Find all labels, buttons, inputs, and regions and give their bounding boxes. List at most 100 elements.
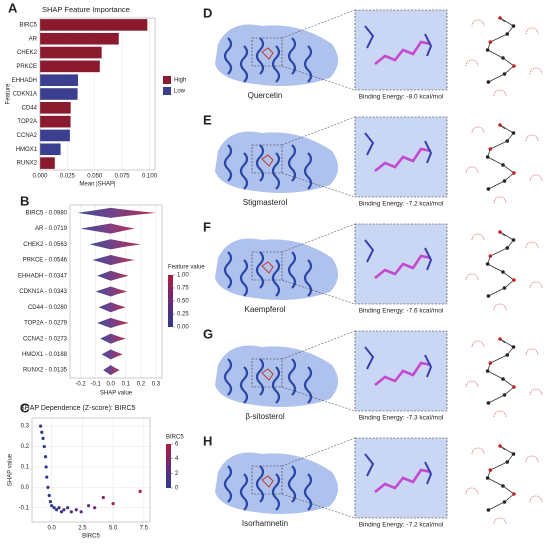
bar <box>40 46 102 59</box>
colorbar-tick-label: 1.00 <box>177 273 189 279</box>
zoom-box-small <box>251 37 283 67</box>
residue-arc <box>471 447 485 455</box>
y-tick-label: BIRC5 - 0.0980 <box>26 210 68 216</box>
helix <box>239 45 249 83</box>
plot-frame <box>39 17 156 171</box>
helix <box>271 473 281 511</box>
x-tick-label: 0.025 <box>60 174 76 180</box>
zoom-box-small <box>251 251 283 281</box>
helix <box>271 366 281 404</box>
zoom-box <box>354 116 448 198</box>
x-tick-label: 0.075 <box>115 174 131 180</box>
helix <box>287 465 297 503</box>
point <box>41 436 45 440</box>
bond <box>488 394 505 404</box>
residue-arc <box>465 59 479 67</box>
zoom-box <box>354 437 448 519</box>
point <box>42 444 46 449</box>
bar <box>40 102 71 114</box>
protein-render <box>215 345 339 407</box>
colorbar-tick-label: 0 <box>175 486 179 492</box>
plot-frame <box>69 204 163 379</box>
bond <box>487 156 504 166</box>
y-tick-label: -0.1 <box>19 505 30 511</box>
residue-arc <box>493 303 507 311</box>
zoom-ligand <box>374 147 432 173</box>
zoom-residue <box>364 453 433 485</box>
bond <box>488 73 505 83</box>
bond <box>502 485 515 495</box>
panel-letter: G <box>203 326 213 341</box>
bond <box>499 17 514 27</box>
colorbar <box>168 275 173 327</box>
bond <box>490 354 508 364</box>
bar <box>40 115 71 128</box>
x-axis-label: Mean |SHAP| <box>79 182 116 188</box>
panel-letter: D <box>203 5 212 20</box>
x-tick-label: -0.1 <box>90 382 101 388</box>
atom <box>502 72 507 76</box>
helix <box>287 358 297 396</box>
protein-render <box>215 452 339 514</box>
zoom-box <box>354 9 448 91</box>
helix <box>271 259 281 297</box>
x-axis-label: BIRC5 <box>82 534 100 540</box>
atom <box>502 286 507 290</box>
helix <box>303 259 313 297</box>
swarm <box>95 286 128 297</box>
helix <box>223 37 233 75</box>
zoom-connector <box>281 116 356 146</box>
zoom-connector <box>281 9 356 39</box>
zoom-box <box>354 223 448 305</box>
point <box>101 495 105 500</box>
point <box>43 455 48 459</box>
helix <box>255 144 265 182</box>
zoom-connector <box>281 437 356 467</box>
bond <box>502 57 515 67</box>
y-tick-label: CCNA2 - 0.0273 <box>23 336 68 342</box>
residue-arc <box>471 233 485 241</box>
x-tick-label: 0.1 <box>122 382 131 388</box>
helix <box>271 45 281 83</box>
bond <box>490 33 508 43</box>
y-tick-label: RUNX2 - 0.0135 <box>23 368 68 374</box>
helix <box>239 473 249 511</box>
x-axis-label: SHAP value <box>100 391 133 397</box>
residue-arc <box>493 196 507 204</box>
zoom-ligand <box>374 40 432 66</box>
bond <box>504 279 515 289</box>
protein-surface <box>215 131 339 193</box>
ligand-site <box>261 475 274 488</box>
zoom-connector <box>281 330 356 360</box>
zoom-residue <box>364 346 433 378</box>
chart-title: SHAP Dependence (Z-score): BIRC5 <box>20 405 136 412</box>
helix <box>271 152 281 190</box>
zoom-box <box>354 330 448 412</box>
swarm <box>97 317 129 328</box>
x-tick-label: 2.5 <box>78 526 87 532</box>
bond <box>504 172 515 182</box>
binding-energy: Binding Energy: -7.3 kcal/mol <box>359 415 444 422</box>
helix <box>287 144 297 182</box>
bond <box>488 287 505 297</box>
helix <box>255 465 265 503</box>
colorbar-title: BIRC5 <box>166 435 184 441</box>
helix <box>303 45 313 83</box>
interaction-diagram <box>465 337 543 418</box>
helix <box>223 358 233 396</box>
compound-name: β-sitosterol <box>245 412 285 421</box>
atom <box>505 246 510 250</box>
swarm <box>98 302 126 313</box>
residue-arc <box>529 388 543 396</box>
ligand-site <box>261 47 274 60</box>
bond <box>502 378 515 388</box>
residue-arc <box>465 273 479 281</box>
point <box>46 485 50 489</box>
atom <box>486 294 491 298</box>
panel-letter: A <box>8 0 18 15</box>
y-tick-label: AR - 0.0719 <box>35 226 68 232</box>
y-tick-label: CD44 - 0.0280 <box>28 305 68 311</box>
helix <box>223 144 233 182</box>
bond <box>487 263 504 273</box>
